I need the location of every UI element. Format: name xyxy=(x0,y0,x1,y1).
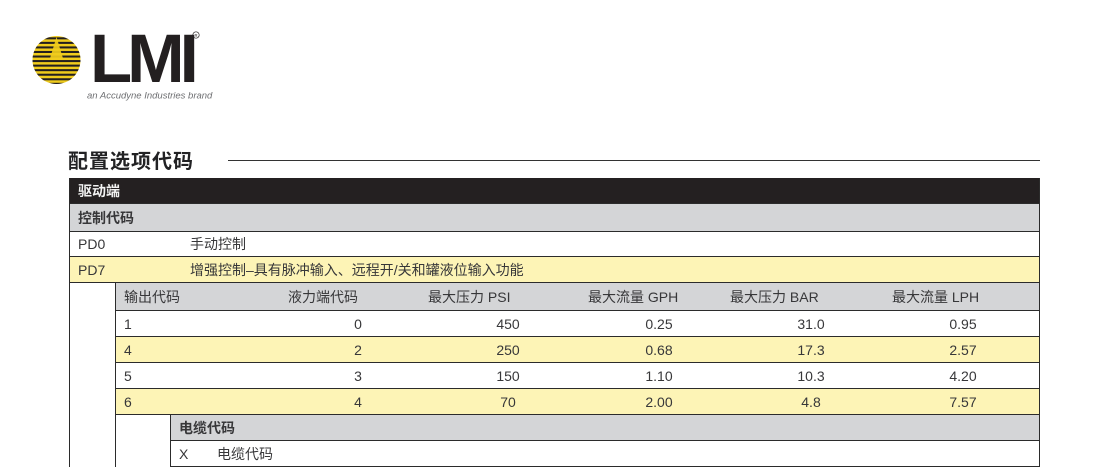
svg-text:R: R xyxy=(194,33,197,38)
svg-text:an Accudyne Industries brand: an Accudyne Industries brand xyxy=(87,91,213,102)
svg-text:LMI: LMI xyxy=(90,20,195,97)
